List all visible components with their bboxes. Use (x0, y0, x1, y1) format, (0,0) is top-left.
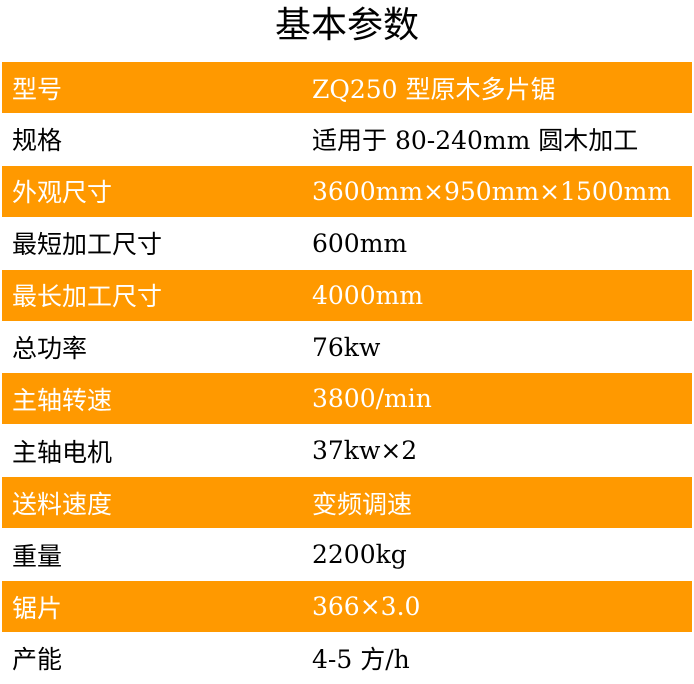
param-value: 4-5 方/h (312, 645, 410, 675)
param-label: 总功率 (12, 334, 88, 363)
param-value: ZQ250 型原木多片锯 (312, 74, 556, 104)
param-value: 4000mm (312, 280, 424, 310)
table-row: 重量 2200kg (2, 529, 692, 580)
table-row: 规格 适用于 80-240mm 圆木加工 (2, 114, 692, 165)
table-row: 主轴电机 37kw×2 (2, 425, 692, 476)
table-row: 外观尺寸 3600mm×950mm×1500mm (2, 165, 692, 217)
param-value: 适用于 80-240mm 圆木加工 (312, 126, 639, 156)
param-value: 366×3.0 (312, 592, 421, 621)
table-row: 锯片 366×3.0 (2, 581, 692, 632)
param-label: 外观尺寸 (12, 178, 113, 208)
param-value: 3800/min (312, 384, 432, 414)
param-label: 最长加工尺寸 (12, 282, 163, 312)
page-title: 基本参数 (274, 5, 419, 46)
param-label: 规格 (12, 126, 63, 156)
param-value: 2200kg (312, 540, 407, 570)
param-label: 送料速度 (12, 489, 113, 519)
table-row: 主轴转速 3800/min (2, 373, 692, 425)
table-row: 送料速度 变频调速 (2, 477, 692, 529)
param-label: 主轴转速 (12, 385, 113, 415)
table-row: 总功率 76kw (2, 322, 692, 373)
param-label: 产能 (12, 645, 63, 675)
param-label: 最短加工尺寸 (12, 230, 163, 260)
param-value: 变频调速 (312, 489, 413, 519)
param-value: 3600mm×950mm×1500mm (312, 176, 672, 206)
param-label: 重量 (12, 541, 63, 571)
param-value: 37kw×2 (312, 436, 418, 466)
param-value: 76kw (312, 332, 381, 362)
table-row: 最长加工尺寸 4000mm (2, 269, 692, 321)
param-label: 锯片 (12, 593, 63, 623)
table-row: 产能 4-5 方/h (2, 633, 692, 684)
table-row: 最短加工尺寸 600mm (2, 218, 692, 269)
param-value: 600mm (312, 228, 408, 258)
param-label: 主轴电机 (12, 437, 113, 467)
table-row: 型号 ZQ250 型原木多片锯 (2, 62, 692, 113)
param-label: 型号 (12, 74, 63, 104)
